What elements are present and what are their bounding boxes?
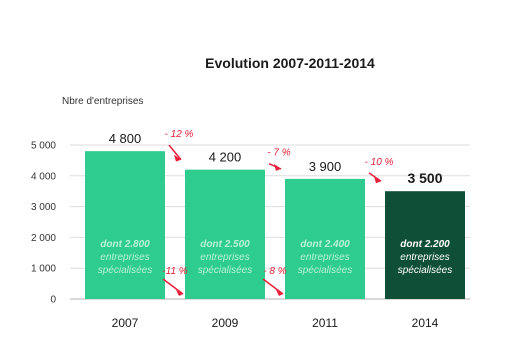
- bar-value-label: 4 800: [109, 131, 142, 146]
- x-tick-label: 2011: [312, 316, 338, 330]
- bar-inner-text: spécialisées: [298, 265, 352, 276]
- bar-inner-text: dont 2.500: [200, 239, 250, 250]
- y-tick-label: 4 000: [31, 171, 56, 182]
- change-label: - 7 %: [267, 148, 290, 159]
- bar: [185, 169, 265, 299]
- change-label: - 12 %: [165, 129, 194, 140]
- arrowhead: [276, 290, 283, 296]
- bar: [285, 178, 365, 299]
- bar: [385, 191, 465, 299]
- change-label: -11 %: [162, 266, 187, 277]
- bar-inner-text: dont 2.200: [400, 239, 450, 250]
- bar-inner-text: dont 2.800: [100, 239, 150, 250]
- y-tick-label: 1 000: [31, 264, 56, 275]
- bar-inner-text: entreprises: [200, 252, 249, 263]
- y-axis-label: Nbre d'entreprises: [62, 96, 143, 107]
- bar-value-label: 3 900: [309, 159, 342, 174]
- bar-inner-text: dont 2.400: [300, 239, 350, 250]
- change-arrow: [162, 278, 184, 295]
- change-annotations: - 12 % - 7 % - 10 % -11 % - 8 %: [162, 129, 394, 296]
- y-tick-label: 2 000: [31, 233, 56, 244]
- y-tick-label: 5 000: [31, 141, 56, 152]
- x-axis-ticks: 2007 2009 2011 2014: [112, 316, 439, 330]
- arrowhead: [374, 176, 381, 184]
- bar-inner-text: spécialisées: [398, 265, 452, 276]
- bar-inner-text: spécialisées: [198, 265, 252, 276]
- bar-inner-text: entreprises: [100, 252, 149, 263]
- arrowhead: [274, 163, 281, 171]
- x-tick-label: 2007: [112, 316, 139, 330]
- y-tick-label: 0: [50, 295, 56, 306]
- change-label: - 8 %: [263, 266, 286, 277]
- bar-inner-text: spécialisées: [98, 265, 152, 276]
- bar: [85, 151, 165, 299]
- chart-title: Evolution 2007-2011-2014: [205, 55, 375, 71]
- change-arrow: [168, 144, 182, 161]
- bar-value-label: 4 200: [209, 150, 242, 165]
- x-tick-label: 2014: [412, 316, 439, 330]
- arrowhead: [176, 290, 183, 296]
- bar-value-label: 3 500: [407, 170, 442, 186]
- y-tick-label: 3 000: [31, 202, 56, 213]
- change-arrow: [262, 278, 284, 295]
- bar-inner-text: entreprises: [300, 252, 349, 263]
- y-axis-ticks: 0 1 000 2 000 3 000 4 000 5 000: [31, 141, 56, 306]
- bar-inner-text: entreprises: [400, 252, 449, 263]
- x-tick-label: 2009: [212, 316, 239, 330]
- bars: 4 800 dont 2.800 entreprises spécialisées 4 …: [85, 131, 465, 299]
- change-label: - 10 %: [365, 157, 394, 168]
- arrowhead: [174, 154, 181, 162]
